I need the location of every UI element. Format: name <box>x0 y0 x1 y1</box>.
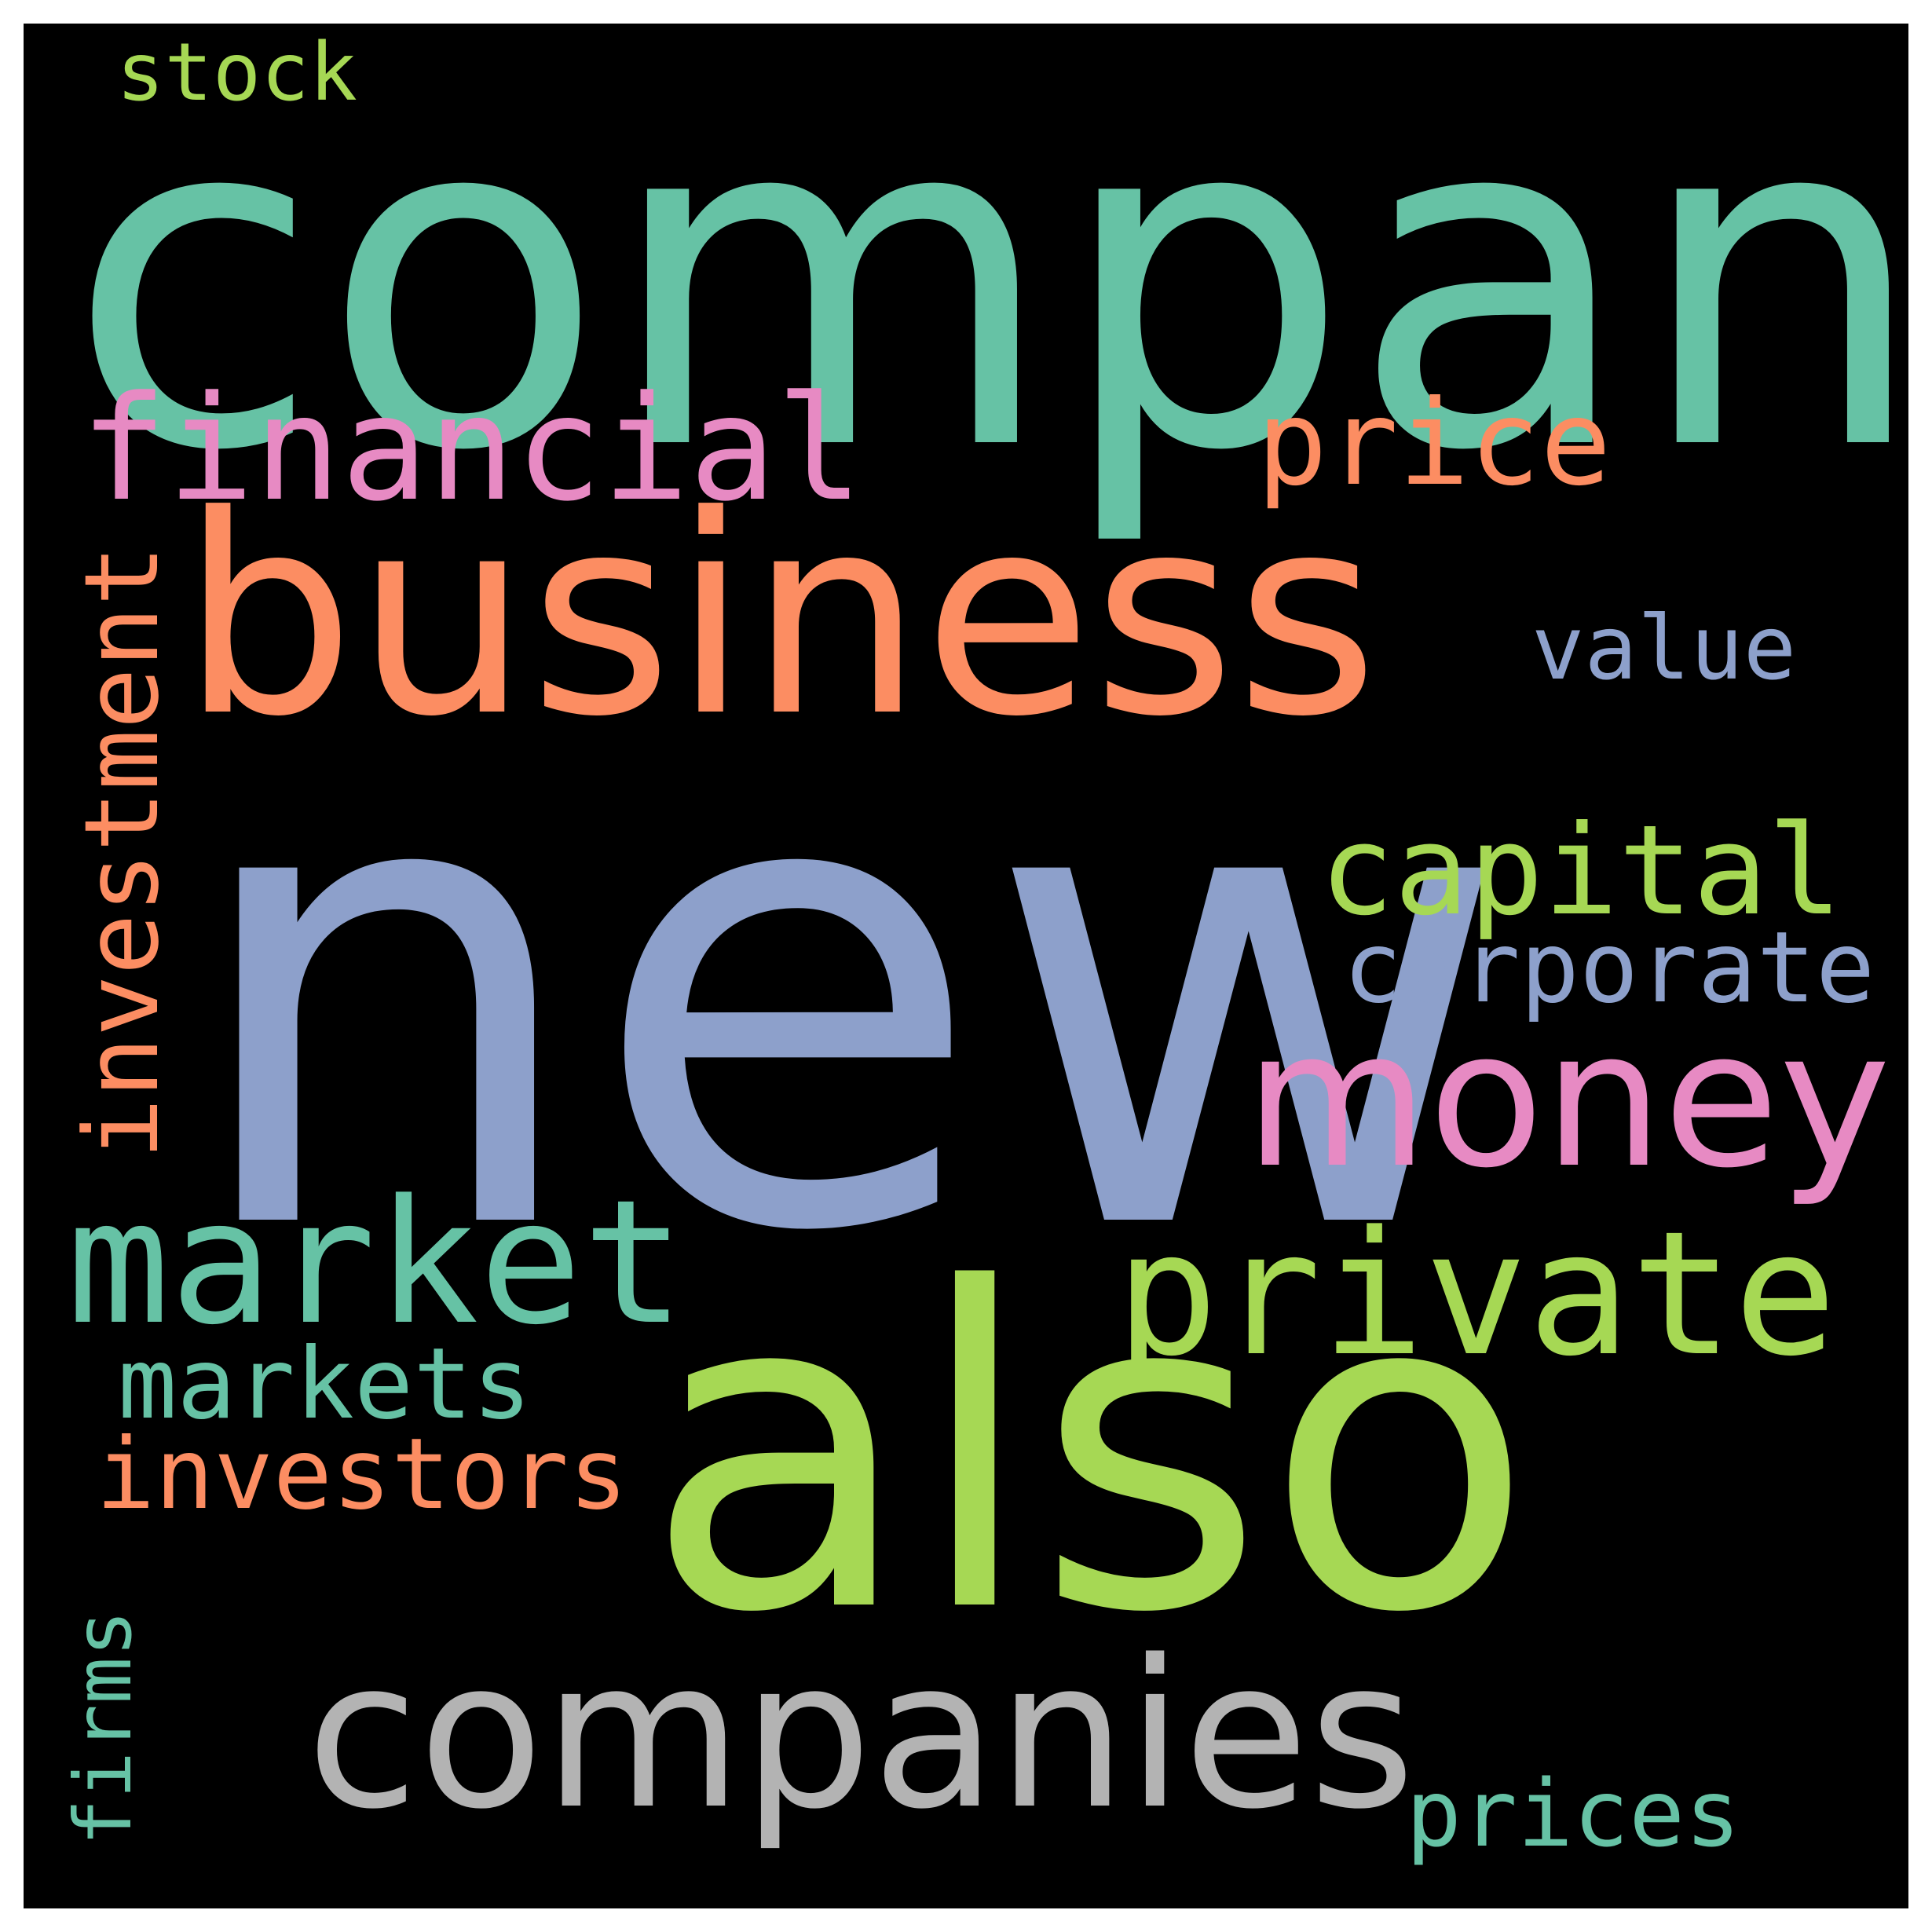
word-financial: financial <box>80 365 863 533</box>
word-market: market <box>67 1164 686 1363</box>
word-stock: stock <box>116 26 358 119</box>
word-companies: companies <box>306 1617 1416 1854</box>
word-corporate: corporate <box>1343 911 1875 1025</box>
word-value: value <box>1531 598 1797 700</box>
word-business: business <box>181 456 1379 777</box>
word-company: company <box>67 24 1908 552</box>
word-cloud: company new business also companies mone… <box>24 24 1908 1908</box>
word-price: price <box>1257 375 1612 512</box>
word-new: new <box>181 623 1512 1372</box>
word-private: private <box>1115 1195 1837 1394</box>
word-capital: capital <box>1319 799 1842 943</box>
word-markets: markets <box>118 1327 532 1441</box>
word-investment: investment <box>62 544 181 1160</box>
word-money: money <box>1245 990 1891 1209</box>
word-firms: firms <box>57 1609 149 1846</box>
word-prices: prices <box>1406 1759 1741 1868</box>
word-also: also <box>644 1197 1535 1709</box>
word-investors: investors <box>96 1418 628 1531</box>
